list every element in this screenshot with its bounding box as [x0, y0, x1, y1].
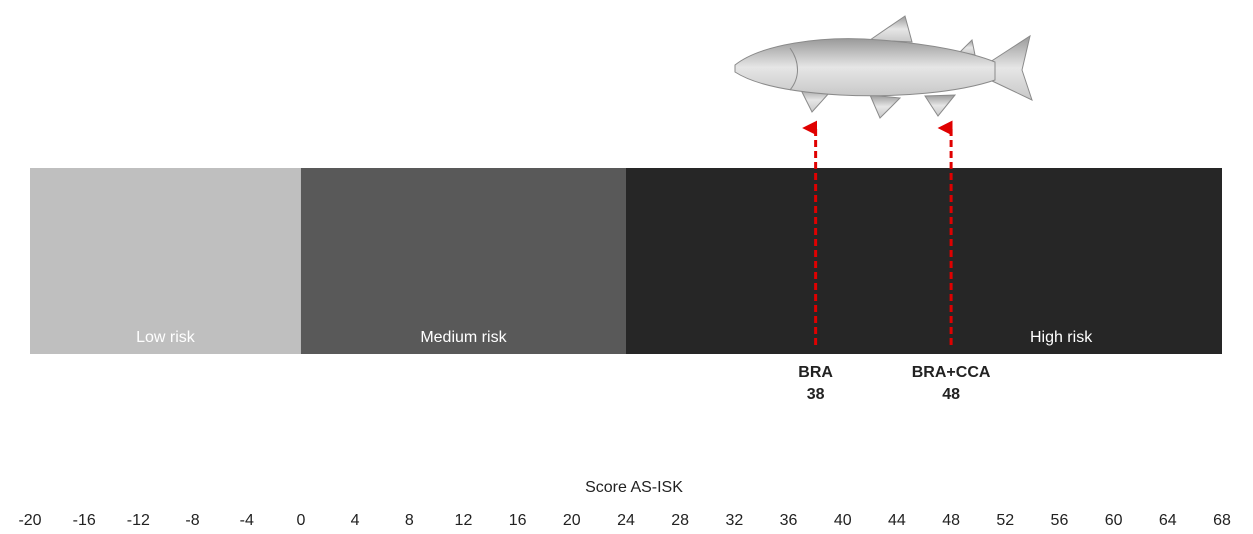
- x-axis-title: Score AS-ISK: [585, 479, 683, 496]
- x-tick-label: -4: [240, 512, 254, 529]
- x-tick-label: -20: [18, 512, 41, 529]
- marker-name: BRA: [798, 364, 833, 381]
- x-tick-label: 16: [509, 512, 527, 529]
- x-tick-label: 12: [455, 512, 473, 529]
- x-tick-label: 52: [996, 512, 1014, 529]
- x-tick-label: 20: [563, 512, 581, 529]
- marker-value: 48: [942, 386, 960, 403]
- x-tick-label: 4: [351, 512, 360, 529]
- x-tick-label: 44: [888, 512, 906, 529]
- x-tick-label: -8: [185, 512, 199, 529]
- x-tick-label: 64: [1159, 512, 1177, 529]
- marker-value: 38: [807, 386, 825, 403]
- x-tick-label: -16: [73, 512, 96, 529]
- risk-band: [30, 168, 301, 354]
- risk-band: [626, 168, 1222, 354]
- x-tick-label: 28: [671, 512, 689, 529]
- x-tick-label: 24: [617, 512, 635, 529]
- x-tick-label: 68: [1213, 512, 1231, 529]
- x-tick-label: 8: [405, 512, 414, 529]
- x-tick-label: 40: [834, 512, 852, 529]
- x-tick-label: 0: [296, 512, 305, 529]
- x-tick-label: 36: [780, 512, 798, 529]
- x-tick-label: 56: [1051, 512, 1069, 529]
- x-tick-label: 60: [1105, 512, 1123, 529]
- x-tick-label: 48: [942, 512, 960, 529]
- band-label: Medium risk: [420, 329, 507, 346]
- band-label: Low risk: [136, 329, 196, 346]
- x-tick-label: -12: [127, 512, 150, 529]
- fish-illustration: [734, 15, 1033, 119]
- risk-band: [300, 168, 626, 354]
- band-label: High risk: [1030, 329, 1093, 346]
- x-tick-label: 32: [725, 512, 743, 529]
- marker-name: BRA+CCA: [912, 364, 991, 381]
